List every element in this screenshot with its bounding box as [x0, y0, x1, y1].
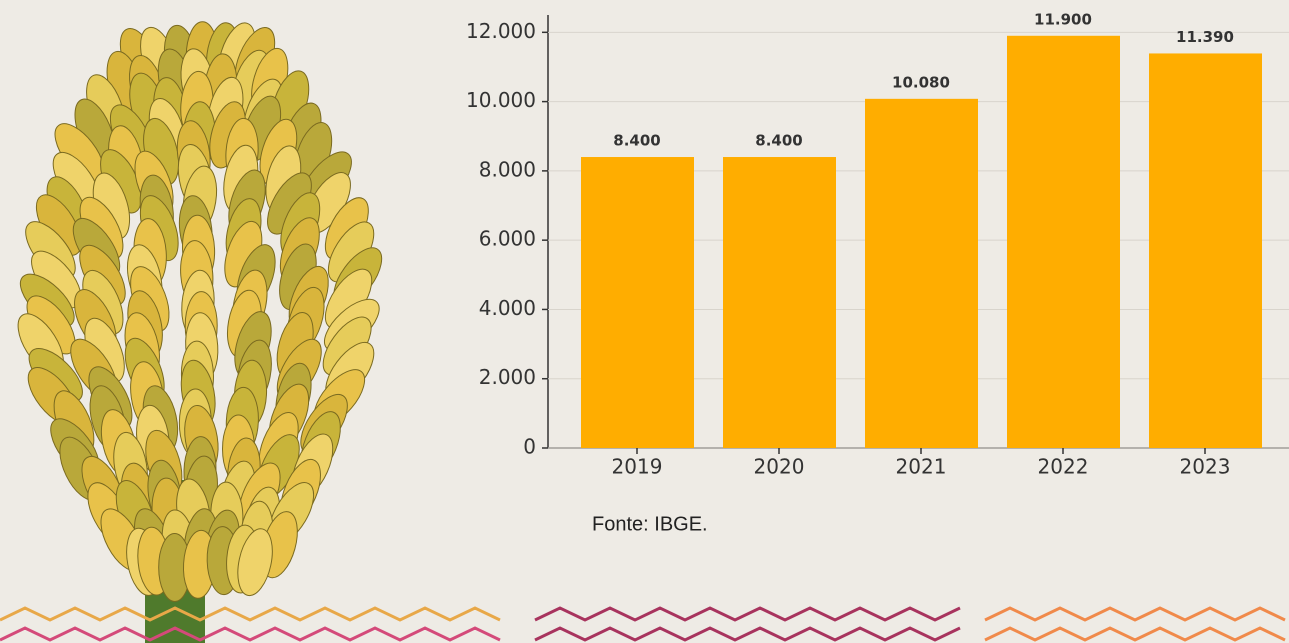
zigzag-line: [534, 606, 961, 622]
y-tick-label: 12.000: [466, 19, 536, 43]
value-label: 8.400: [613, 132, 660, 150]
source-note: Fonte: IBGE.: [592, 513, 708, 535]
banana-bunch-illustration: [17, 21, 383, 643]
y-tick-label: 2.000: [479, 365, 536, 389]
bar: [1149, 53, 1262, 448]
zigzag-line: [0, 606, 501, 622]
decorative-zigzag: [0, 606, 1286, 642]
x-tick-label: 2022: [1038, 455, 1089, 479]
x-tick-label: 2019: [612, 455, 663, 479]
value-label: 11.390: [1176, 28, 1234, 46]
zigzag-line: [984, 606, 1286, 622]
y-tick-label: 4.000: [479, 296, 536, 320]
y-tick-label: 8.000: [479, 157, 536, 181]
bar: [581, 157, 694, 449]
y-tick-label: 10.000: [466, 88, 536, 112]
zigzag-line: [984, 626, 1286, 642]
bar: [865, 98, 978, 448]
bar: [723, 157, 836, 449]
x-tick-label: 2020: [754, 455, 805, 479]
y-tick-label: 6.000: [479, 227, 536, 251]
value-label: 10.080: [892, 73, 950, 91]
zigzag-line: [0, 626, 501, 642]
x-tick-label: 2023: [1180, 455, 1231, 479]
zigzag-line: [534, 626, 961, 642]
value-label: 11.900: [1034, 10, 1092, 28]
y-tick-label: 0: [523, 435, 536, 459]
x-tick-label: 2021: [896, 455, 947, 479]
value-label: 8.400: [755, 132, 802, 150]
banana: [237, 528, 273, 597]
bar: [1007, 35, 1120, 449]
